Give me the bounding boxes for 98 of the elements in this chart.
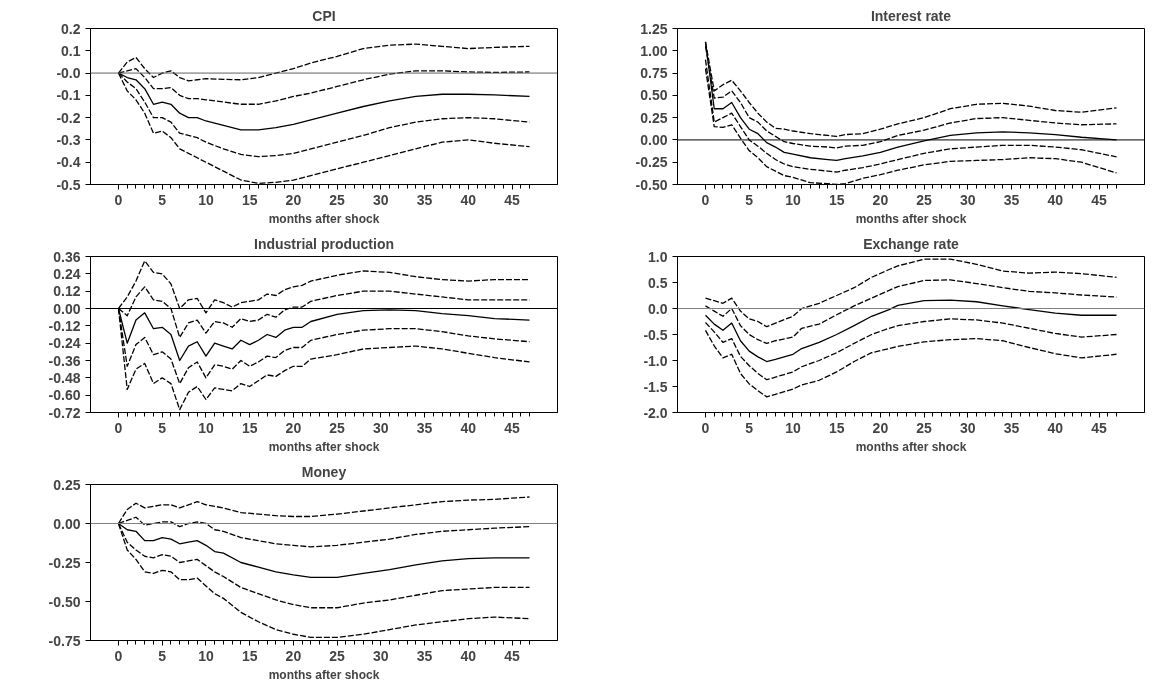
x-tick-label: 45 [504, 647, 521, 664]
y-tick-label: -0.12 [48, 317, 81, 334]
chart-title: Exchange rate [863, 235, 960, 252]
x-tick-label: 40 [460, 419, 477, 436]
x-tick-label: 30 [960, 419, 976, 436]
x-tick-label: 0 [701, 191, 710, 208]
x-tick-label: 15 [241, 647, 258, 664]
x-tick-label: 15 [828, 419, 845, 436]
x-tick-label: 35 [1003, 191, 1020, 208]
x-tick-label: 5 [745, 191, 754, 208]
y-tick-label: -0.75 [48, 632, 81, 649]
y-tick-label: 0.36 [53, 248, 81, 265]
x-tick-label: 40 [1047, 419, 1064, 436]
x-tick-label: 5 [158, 647, 167, 664]
y-tick-label: -2.0 [643, 404, 668, 421]
y-tick-label: 0.00 [53, 515, 81, 532]
x-tick-label: 35 [416, 191, 433, 208]
y-tick-label: -0.5 [56, 176, 81, 193]
x-tick-label: 20 [872, 419, 889, 436]
y-tick-label: -1.5 [643, 378, 668, 395]
x-axis-title: months after shock [268, 211, 380, 226]
chart-title: CPI [312, 7, 336, 24]
x-tick-label: 15 [241, 191, 258, 208]
x-tick-label: 0 [114, 419, 123, 436]
y-tick-label: 0.00 [640, 131, 668, 148]
x-tick-label: 25 [329, 191, 346, 208]
x-tick-label: 45 [504, 191, 521, 208]
x-axis-title: months after shock [855, 211, 967, 226]
y-tick-label: -0.50 [635, 176, 668, 193]
chart-title: Industrial production [254, 235, 394, 252]
x-tick-label: 10 [198, 419, 214, 436]
x-tick-label: 45 [1091, 191, 1108, 208]
x-tick-label: 45 [504, 419, 521, 436]
y-tick-label: -0.1 [56, 87, 81, 104]
y-tick-label: 1.25 [640, 20, 668, 37]
x-tick-label: 0 [114, 191, 123, 208]
y-tick-label: -0.5 [643, 326, 668, 343]
x-tick-label: 40 [460, 191, 477, 208]
y-tick-label: -0.0 [56, 65, 81, 82]
x-tick-label: 40 [1047, 191, 1064, 208]
y-tick-label: 0.0 [648, 300, 668, 317]
x-axis-title: months after shock [268, 667, 380, 682]
y-tick-label: 0.00 [53, 300, 81, 317]
x-tick-label: 5 [158, 191, 167, 208]
x-axis-title: months after shock [855, 439, 967, 454]
x-axis-title: months after shock [268, 439, 380, 454]
x-tick-label: 20 [872, 191, 889, 208]
x-tick-label: 35 [416, 419, 433, 436]
y-tick-label: 0.12 [53, 283, 81, 300]
y-tick-label: -0.25 [635, 154, 668, 171]
y-tick-label: 0.25 [640, 109, 668, 126]
x-tick-label: 20 [285, 419, 302, 436]
y-tick-label: -0.2 [56, 109, 81, 126]
x-tick-label: 35 [1003, 419, 1020, 436]
x-tick-label: 20 [285, 647, 302, 664]
y-tick-label: 1.00 [640, 42, 668, 59]
x-tick-label: 15 [828, 191, 845, 208]
y-tick-label: -0.25 [48, 554, 81, 571]
y-tick-label: -0.36 [48, 352, 81, 369]
y-tick-label: -0.4 [56, 154, 81, 171]
x-tick-label: 30 [373, 419, 389, 436]
chart-title: Money [301, 463, 347, 480]
chart-title: Interest rate [870, 7, 952, 24]
x-tick-label: 5 [158, 419, 167, 436]
y-tick-label: 0.24 [53, 265, 81, 282]
y-tick-label: -0.60 [48, 387, 81, 404]
y-tick-label: 0.25 [53, 476, 81, 493]
x-tick-label: 5 [745, 419, 754, 436]
x-tick-label: 10 [785, 191, 801, 208]
x-tick-label: 30 [373, 647, 389, 664]
y-tick-label: -0.24 [48, 335, 81, 352]
x-tick-label: 45 [1091, 419, 1108, 436]
x-tick-label: 15 [241, 419, 258, 436]
y-tick-label: -0.72 [48, 404, 81, 421]
y-tick-label: 1.0 [648, 248, 668, 265]
y-tick-label: 0.1 [61, 42, 81, 59]
x-tick-label: 25 [916, 419, 933, 436]
x-tick-label: 10 [785, 419, 801, 436]
x-tick-label: 25 [329, 647, 346, 664]
x-tick-label: 0 [114, 647, 123, 664]
x-tick-label: 0 [701, 419, 710, 436]
x-tick-label: 10 [198, 647, 214, 664]
x-tick-label: 40 [460, 647, 477, 664]
x-tick-label: 10 [198, 191, 214, 208]
y-tick-label: -0.48 [48, 369, 81, 386]
x-tick-label: 35 [416, 647, 433, 664]
y-tick-label: 0.50 [640, 87, 668, 104]
x-tick-label: 20 [285, 191, 302, 208]
x-tick-label: 25 [329, 419, 346, 436]
x-tick-label: 30 [960, 191, 976, 208]
y-tick-label: -0.50 [48, 593, 81, 610]
y-tick-label: 0.2 [61, 20, 81, 37]
y-tick-label: 0.75 [640, 65, 668, 82]
x-tick-label: 30 [373, 191, 389, 208]
y-tick-label: 0.5 [648, 274, 668, 291]
x-tick-label: 25 [916, 191, 933, 208]
y-tick-label: -0.3 [56, 131, 81, 148]
y-tick-label: -1.0 [643, 352, 668, 369]
